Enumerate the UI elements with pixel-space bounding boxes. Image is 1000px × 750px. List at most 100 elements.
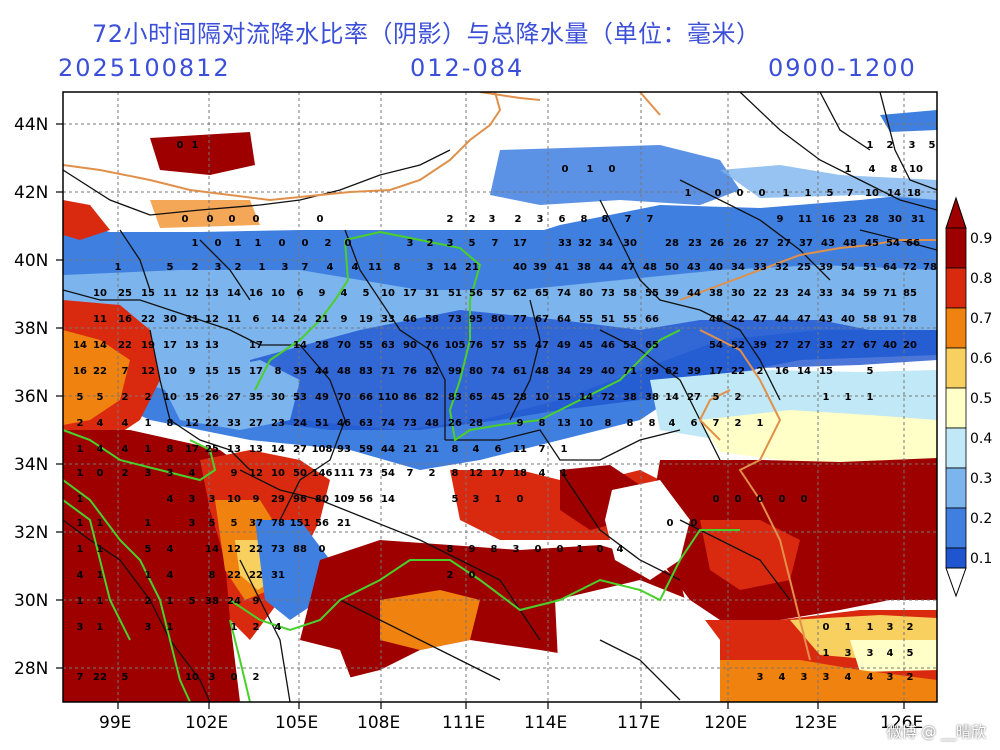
precip-value-label: 3 xyxy=(209,672,216,683)
precip-value-label: 46 xyxy=(403,314,417,325)
precip-value-label: 4 xyxy=(275,622,282,633)
colorbar-bin xyxy=(945,427,967,469)
precip-value-label: 88 xyxy=(293,544,307,555)
precip-value-label: 1 xyxy=(145,518,152,529)
precip-value-label: 22 xyxy=(93,672,107,683)
precip-value-label: 1 xyxy=(115,262,122,273)
precip-value-label: 1 xyxy=(97,518,104,529)
precip-value-label: 80 xyxy=(579,288,593,299)
precip-value-label: 29 xyxy=(271,494,285,505)
precip-value-label: 7 xyxy=(647,214,654,225)
precip-value-label: 39 xyxy=(753,340,767,351)
precip-value-label: 53 xyxy=(293,392,307,403)
precip-value-label: 19 xyxy=(141,340,155,351)
precip-value-label: 12 xyxy=(249,468,263,479)
precip-value-label: 21 xyxy=(337,518,351,529)
precip-value-label: 2 xyxy=(145,596,152,607)
precip-value-label: 22 xyxy=(93,366,107,377)
precip-value-label: 22 xyxy=(141,314,155,325)
precip-value-label: 27 xyxy=(755,238,769,249)
precip-value-label: 83 xyxy=(359,366,373,377)
precip-value-label: 7 xyxy=(407,468,414,479)
precip-value-label: 46 xyxy=(337,418,351,429)
precip-value-label: 1 xyxy=(77,596,84,607)
precip-value-label: 12 xyxy=(185,288,199,299)
precip-value-label: 73 xyxy=(601,288,615,299)
precip-value-label: 3 xyxy=(909,140,916,151)
precip-value-label: 65 xyxy=(535,288,549,299)
precip-value-label: 99 xyxy=(645,366,659,377)
lon-label: 123E xyxy=(794,713,837,733)
precip-value-label: 4 xyxy=(122,418,129,429)
colorbar-label: 0.3 xyxy=(970,471,992,487)
precip-value-label: 2 xyxy=(145,392,152,403)
colorbar-bin xyxy=(945,347,967,389)
precip-value-label: 108 xyxy=(312,444,333,455)
precip-value-label: 151 xyxy=(290,518,311,529)
precip-value-label: 3 xyxy=(757,672,764,683)
precip-value-label: 27 xyxy=(841,340,855,351)
precip-value-label: 0 xyxy=(302,238,309,249)
province-borders xyxy=(63,230,740,702)
precip-value-label: 2 xyxy=(515,214,522,225)
precip-value-label: 43 xyxy=(687,262,701,273)
precip-value-label: 1 xyxy=(167,596,174,607)
precip-value-label: 1 xyxy=(77,468,84,479)
precip-value-label: 40 xyxy=(601,366,615,377)
precip-value-label: 2 xyxy=(469,214,476,225)
precip-value-label: 5 xyxy=(827,188,834,199)
precip-value-label: 17 xyxy=(185,444,199,455)
lat-label: 34N xyxy=(14,455,48,475)
precip-value-label: 146 xyxy=(312,468,333,479)
valid-period: 0900-1200 xyxy=(768,54,917,82)
precip-value-label: 31 xyxy=(425,288,439,299)
precip-value-label: 13 xyxy=(205,288,219,299)
precip-value-label: 1 xyxy=(805,188,812,199)
precip-value-label: 2 xyxy=(907,672,914,683)
precip-value-label: 2 xyxy=(427,238,434,249)
precip-value-label: 16 xyxy=(821,214,835,225)
precip-value-label: 20 xyxy=(903,340,917,351)
precip-value-label: 11 xyxy=(227,314,241,325)
colorbar-label: 0.2 xyxy=(970,511,992,527)
precip-value-label: 0 xyxy=(345,238,352,249)
precip-value-label: 2 xyxy=(887,140,894,151)
precip-value-label: 10 xyxy=(163,392,177,403)
precip-value-label: 0 xyxy=(779,494,786,505)
precip-value-label: 10 xyxy=(579,418,593,429)
precip-value-label: 40 xyxy=(513,262,527,273)
precip-value-label: 26 xyxy=(205,392,219,403)
precip-value-label: 0 xyxy=(182,214,189,225)
precip-value-label: 62 xyxy=(513,288,527,299)
precip-value-label: 2 xyxy=(735,418,742,429)
precip-value-label: 3 xyxy=(427,262,434,273)
precip-value-label: 86 xyxy=(403,392,417,403)
precip-value-label: 1 xyxy=(145,418,152,429)
precip-value-label: 27 xyxy=(797,340,811,351)
precip-value-label: 76 xyxy=(469,340,483,351)
precip-value-label: 64 xyxy=(883,262,897,273)
precip-value-label: 0 xyxy=(691,518,698,529)
precip-value-label: 2 xyxy=(235,262,242,273)
precip-value-label: 54 xyxy=(381,468,395,479)
precip-value-label: 2 xyxy=(447,570,454,581)
precip-value-label: 74 xyxy=(491,366,505,377)
precip-value-label: 40 xyxy=(709,262,723,273)
precip-value-label: 67 xyxy=(535,314,549,325)
precip-value-label: 2 xyxy=(447,214,454,225)
precip-value-label: 71 xyxy=(883,288,897,299)
precip-value-label: 15 xyxy=(205,366,219,377)
precip-value-label: 8 xyxy=(891,164,898,175)
precip-value-label: 1 xyxy=(145,444,152,455)
lon-label: 99E xyxy=(99,713,131,733)
precip-value-label: 5 xyxy=(469,238,476,249)
precip-value-label: 51 xyxy=(448,288,462,299)
precip-value-label: 54 xyxy=(886,238,900,249)
precip-value-label: 8 xyxy=(581,214,588,225)
precip-value-label: 67 xyxy=(863,340,877,351)
precip-value-label: 82 xyxy=(425,366,439,377)
precip-value-label: 8 xyxy=(447,544,454,555)
precip-value-label: 49 xyxy=(557,340,571,351)
precip-value-label: 8 xyxy=(394,262,401,273)
